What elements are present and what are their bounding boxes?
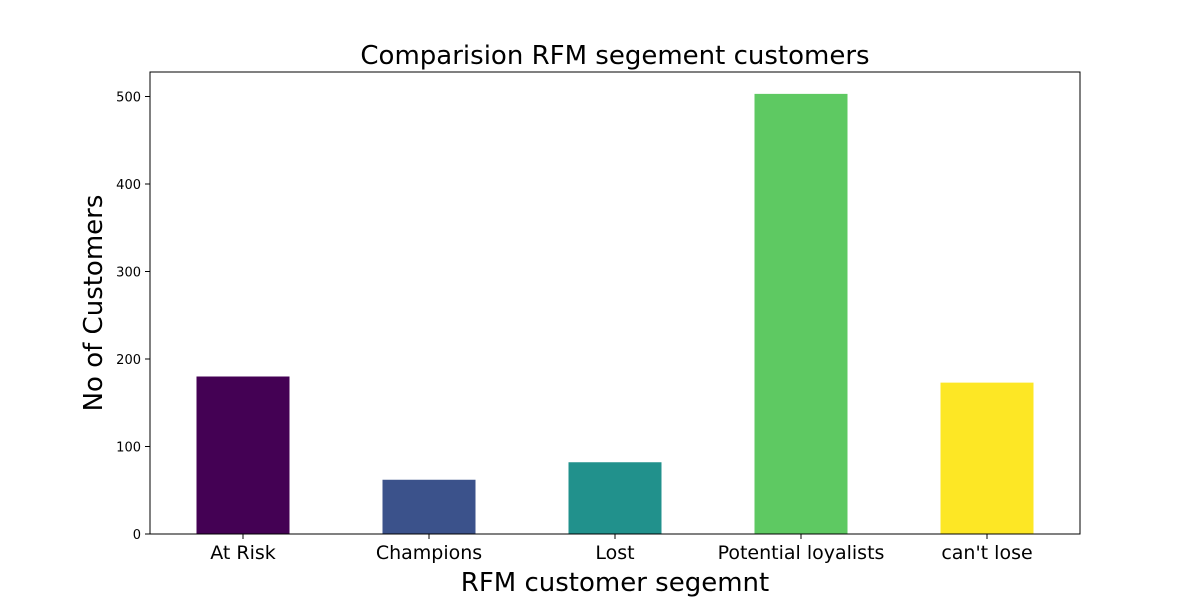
bar-lost: [568, 462, 662, 534]
y-tick-label: 400: [116, 178, 141, 193]
bar-champions: [382, 479, 476, 534]
y-axis-label: No of Customers: [79, 195, 109, 412]
x-axis-label: RFM customer segemnt: [461, 568, 769, 598]
x-axis-ticks: At Risk Champions Lost Potential loyalists c…: [210, 534, 1033, 564]
y-tick-label: 100: [116, 441, 141, 456]
bar-potential-loyalists: [754, 93, 848, 535]
x-tick-label: Lost: [595, 542, 634, 564]
y-tick-label: 300: [116, 266, 141, 281]
y-axis-ticks: 0 100 200 300 400 500: [116, 91, 150, 543]
bars-group: [196, 93, 1034, 535]
y-tick-label: 0: [133, 528, 141, 543]
chart-title: Comparision RFM segement customers: [360, 41, 869, 71]
y-tick-label: 500: [116, 91, 141, 106]
x-tick-label: can't lose: [941, 542, 1032, 564]
x-tick-label: Potential loyalists: [718, 542, 885, 564]
bar-can-t-lose: [940, 382, 1034, 535]
bar-at-risk: [196, 376, 290, 534]
y-tick-label: 200: [116, 353, 141, 368]
x-tick-label: At Risk: [210, 542, 276, 564]
x-tick-label: Champions: [376, 542, 482, 564]
